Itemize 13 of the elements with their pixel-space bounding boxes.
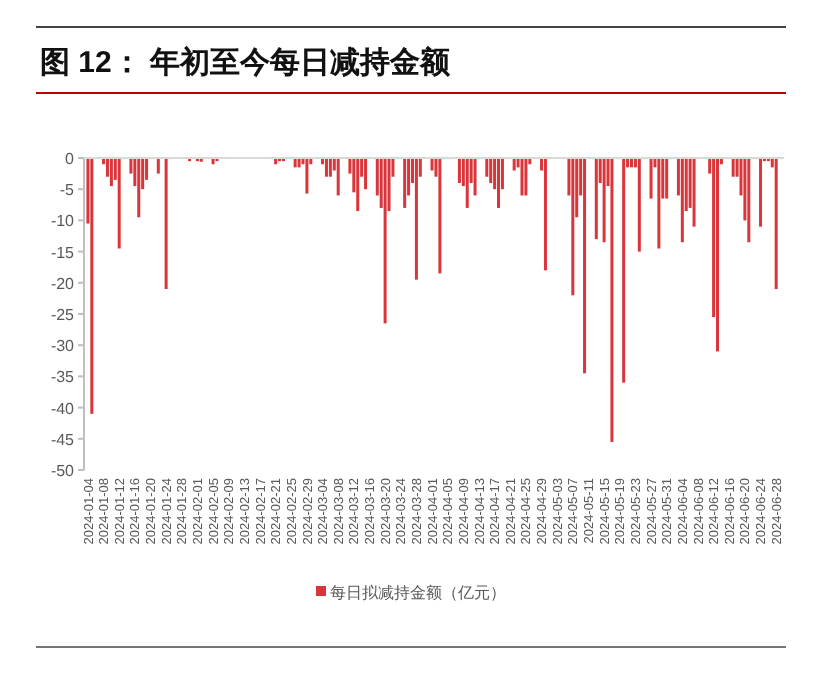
y-tick-label: -25 — [50, 306, 76, 324]
y-tick-label: -15 — [50, 243, 76, 262]
y-tick-label: -10 — [50, 212, 76, 231]
y-tick-label: -45 — [50, 430, 76, 449]
legend: 每日拟减持金额（亿元） — [316, 584, 506, 602]
y-tick-label: -5 — [59, 181, 76, 200]
chart-title: 图 12： 年初至今每日减持金额 — [40, 44, 453, 80]
y-tick-label: -35 — [50, 368, 76, 387]
y-tick-label: 0 — [65, 150, 76, 168]
y-tick-label: -20 — [50, 274, 76, 293]
y-tick-label: -30 — [50, 337, 76, 356]
y-tick-label: -50 — [50, 462, 76, 480]
y-tick-label: -40 — [50, 399, 76, 418]
